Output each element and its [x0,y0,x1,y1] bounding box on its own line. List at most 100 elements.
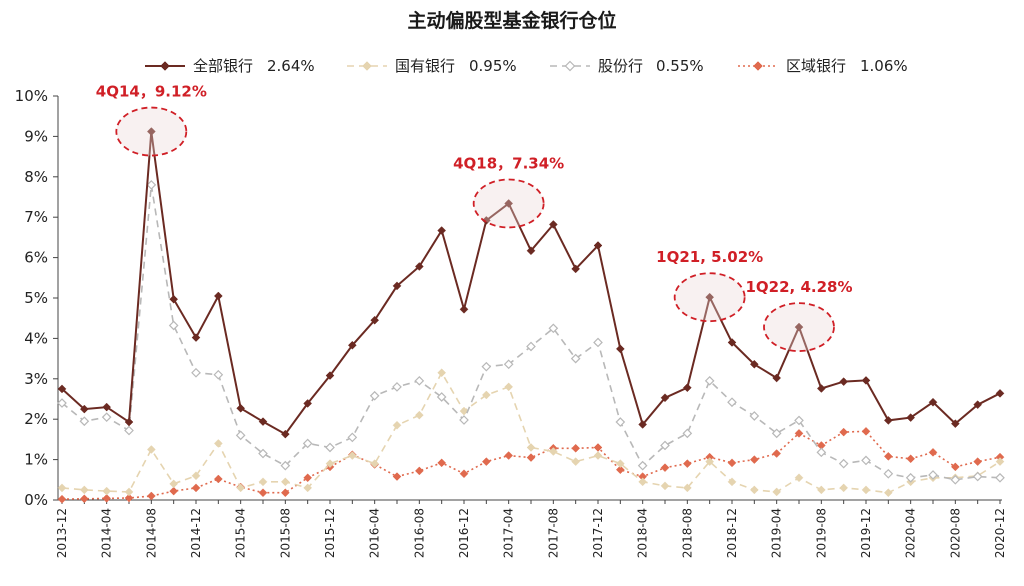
data-point [861,376,871,385]
data-point [593,451,603,460]
data-point [191,333,201,342]
data-point [280,477,290,487]
data-point [861,485,871,495]
data-point [235,430,246,441]
data-point [79,485,89,495]
data-point [593,241,603,250]
x-tick-label: 2015-08 [278,508,292,558]
x-tick-label: 2019-04 [770,508,784,558]
data-point [280,429,290,439]
data-point [883,488,893,498]
series-line [61,371,1001,494]
data-point [102,486,112,496]
data-point [124,425,134,436]
legend-label: 全部银行 [193,57,253,75]
data-point [660,440,670,451]
data-point [816,447,827,458]
data-point [995,457,1005,466]
data-point [258,448,268,459]
data-point [101,412,112,423]
data-point [571,457,581,466]
data-point [548,447,558,456]
data-point [504,451,514,460]
data-point [727,338,737,347]
data-point [995,388,1005,398]
data-point [883,468,894,479]
data-point [146,445,156,454]
data-point [749,411,760,421]
data-point [504,199,514,208]
data-point [794,473,804,483]
series-line [61,184,1001,481]
data-point [660,393,670,403]
data-point [794,428,804,438]
data-point [302,438,313,449]
data-point [839,483,849,493]
data-point [928,397,938,407]
annotation-label: 4Q18，7.34% [453,154,564,172]
data-point [950,462,960,472]
data-point [325,371,335,380]
series-layer [57,127,1005,504]
data-point [392,281,402,291]
data-point [414,466,424,476]
data-point [727,477,737,487]
data-point [682,428,693,439]
data-point [906,413,916,422]
data-point [526,341,536,352]
data-point [481,390,491,400]
series-3 [57,426,1005,504]
data-point [570,353,581,364]
data-point [392,472,402,481]
legend-value: 0.55% [656,57,704,75]
data-point [749,359,759,369]
x-tick-label: 2017-04 [502,508,516,558]
legend-label: 区域银行 [786,57,846,75]
data-point [660,463,670,473]
y-tick-label: 6% [24,249,48,267]
data-point [749,455,759,464]
annotation-ellipse [673,272,746,323]
x-tick-label: 2020-08 [948,508,962,558]
data-point [57,494,67,504]
y-tick-label: 2% [24,410,48,428]
data-point [369,390,380,401]
x-tick-label: 2014-12 [189,508,203,558]
y-tick-label: 4% [24,329,48,347]
data-point [102,402,112,412]
data-point [79,494,89,504]
data-point [995,472,1005,483]
data-point [503,359,514,370]
y-tick-label: 1% [24,451,48,469]
data-point [548,323,559,334]
data-point [682,383,692,393]
annotation-label: 1Q22, 4.28% [745,278,852,296]
data-point [950,474,961,485]
data-point [772,449,782,458]
data-point [213,291,223,301]
data-point [437,226,447,235]
data-point [526,453,536,462]
y-tick-label: 7% [24,208,48,226]
data-point [57,384,67,394]
data-point [213,474,223,484]
data-point [705,292,715,302]
data-point [883,416,893,425]
y-tick-label: 8% [24,168,48,186]
x-tick-label: 2020-04 [904,508,918,558]
data-point [637,460,648,471]
data-point [392,420,402,430]
data-point [102,494,112,503]
data-point [705,457,715,466]
data-point [459,469,469,479]
data-point [571,443,581,453]
series-2 [57,180,1005,485]
annotation-label: 1Q21, 5.02% [656,248,763,266]
data-point [213,439,223,448]
data-point [124,487,134,497]
data-point [839,427,849,437]
data-point [347,432,358,443]
annotation-ellipse [115,106,188,157]
data-point [883,452,893,461]
